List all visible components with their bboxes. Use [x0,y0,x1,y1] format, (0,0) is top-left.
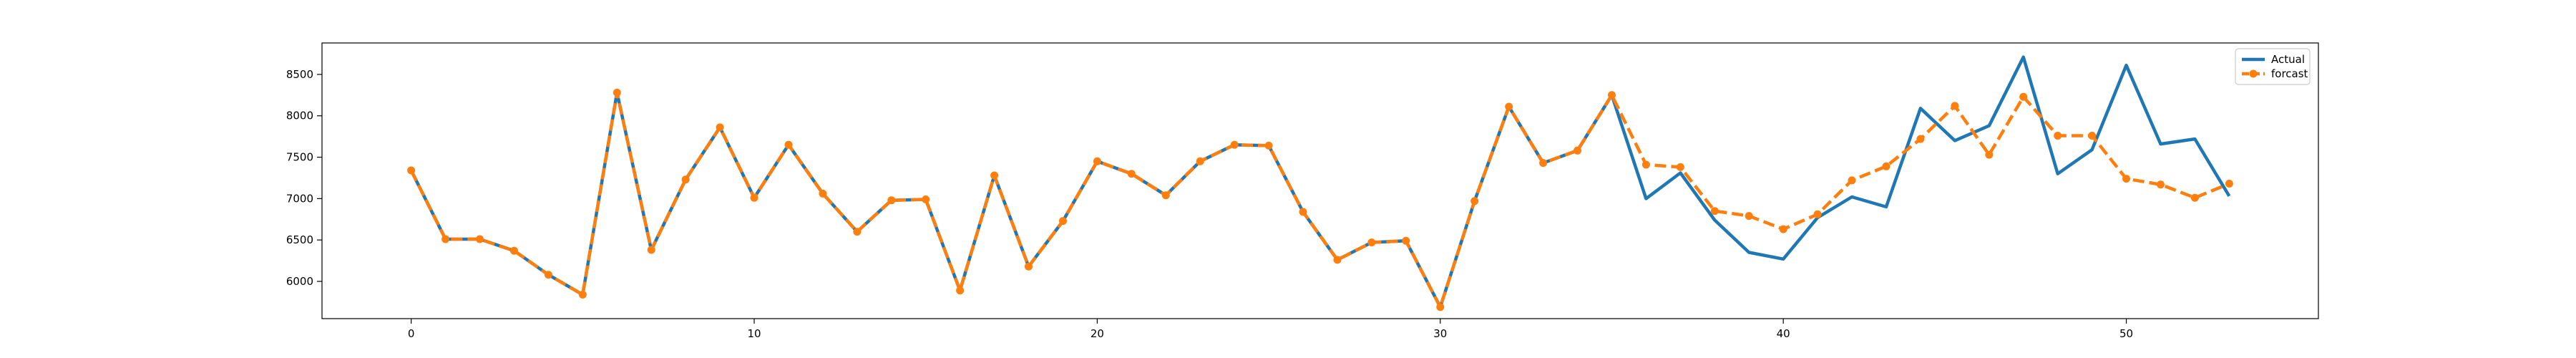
x-tick-label-2: 20 [1091,327,1104,340]
legend-label-0: Actual [2271,53,2305,66]
x-tick-label-5: 50 [2119,327,2133,340]
series-1-point-3 [510,246,518,255]
series-1-point-32 [1505,102,1513,111]
series-1-point-41 [1813,210,1822,218]
series-line-1 [409,91,2230,309]
series-1-point-26 [1299,208,1307,216]
x-tick-label-1: 10 [747,327,761,340]
series-1-point-38 [1710,207,1719,216]
series-1-point-28 [1367,238,1376,247]
series-1-point-6 [613,88,621,97]
series-1-point-47 [2019,92,2028,101]
series-1-point-22 [1161,191,1170,200]
series-1-point-11 [784,140,793,149]
axes: 0 10 20 30 40 50 6000 6500 7000 7500 8000 8500 [286,42,2319,340]
series-1-point-35 [1608,91,1616,100]
series-1-point-21 [1127,170,1136,178]
series-1-point-33 [1539,159,1548,168]
series-1-point-45 [1951,102,1959,110]
series-1-point-51 [2157,180,2165,189]
y-tick-label-3: 7500 [286,151,313,164]
series-1-point-14 [887,196,896,205]
series-1-point-19 [1059,217,1067,226]
series-1-point-18 [1025,262,1033,271]
series-1-point-8 [681,175,690,184]
series-1-point-4 [544,271,552,279]
series-1-point-15 [922,195,930,203]
series-1-point-7 [647,246,655,254]
series-1-point-40 [1779,225,1787,233]
y-tick-label-1: 6500 [286,233,313,246]
series-1-point-17 [990,171,999,180]
plot-area [407,55,2233,311]
series-1-point-50 [2122,175,2130,183]
series-1-point-13 [853,228,862,236]
series-1-point-5 [578,291,587,299]
series-1-point-10 [750,193,758,202]
series-1-point-37 [1676,163,1684,171]
series-1-point-31 [1470,197,1479,205]
series-1-point-39 [1745,212,1753,221]
plot-frame [321,42,2319,319]
legend-swatch-marker-1 [2249,69,2258,78]
series-1-point-48 [2054,132,2062,140]
series-1-point-27 [1333,256,1342,264]
series-1-point-36 [1641,160,1650,169]
x-tick-label-4: 40 [1777,327,1790,340]
x-tick-label-0: 0 [408,327,415,340]
series-1-point-2 [476,235,484,243]
series-1-point-29 [1402,236,1410,245]
series-1-point-34 [1574,146,1581,155]
series-1-point-42 [1848,176,1856,185]
y-tick-label-0: 6000 [286,275,313,288]
y-tick-label-2: 7000 [286,192,313,205]
series-1-point-12 [819,189,827,198]
x-tick-label-3: 30 [1433,327,1447,340]
series-1-point-25 [1264,141,1273,150]
series-1-point-24 [1230,140,1239,149]
legend-label-1: forcast [2271,67,2308,80]
series-1-point-30 [1436,303,1445,311]
y-tick-label-4: 8000 [286,110,313,122]
series-1-point-44 [1916,135,1925,143]
series-1-point-46 [1985,150,1994,159]
series-1-point-49 [2088,132,2097,140]
series-1-point-0 [407,166,416,175]
series-1-point-53 [2225,180,2233,188]
series-1-point-16 [956,286,965,295]
series-1-point-52 [2190,193,2199,202]
series-1-point-1 [441,235,450,243]
y-tick-label-5: 8500 [286,68,313,81]
series-1-point-23 [1196,157,1204,165]
series-1-point-9 [716,123,724,132]
series-1-point-43 [1882,162,1890,170]
series-1-point-20 [1093,157,1101,165]
